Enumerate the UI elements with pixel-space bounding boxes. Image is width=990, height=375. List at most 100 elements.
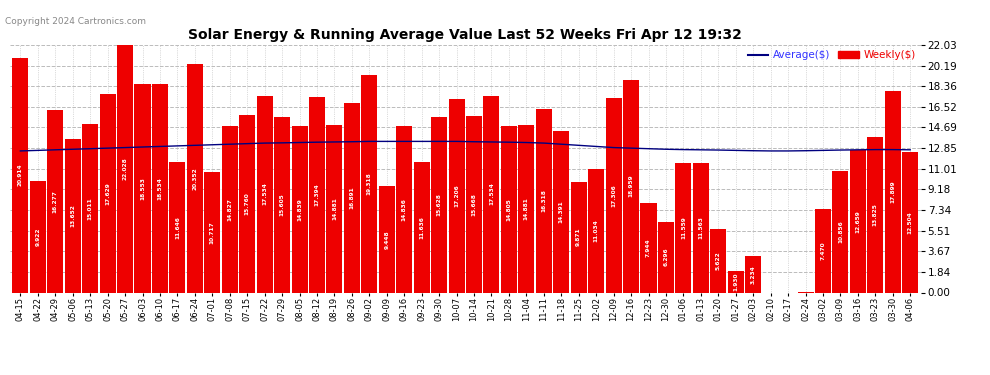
Text: 17.534: 17.534	[262, 183, 267, 206]
Text: 17.206: 17.206	[454, 184, 459, 207]
Bar	[815, 209, 831, 292]
Text: 16.891: 16.891	[349, 186, 354, 209]
Bar	[693, 163, 709, 292]
Bar	[536, 109, 551, 292]
Text: 14.836: 14.836	[402, 198, 407, 220]
Text: 14.391: 14.391	[558, 200, 563, 223]
Text: 7.470: 7.470	[821, 241, 826, 260]
Bar	[710, 230, 727, 292]
Bar	[885, 92, 901, 292]
Bar	[187, 64, 203, 292]
Bar	[623, 80, 640, 292]
Bar	[240, 116, 255, 292]
Bar	[256, 96, 272, 292]
Text: 12.504: 12.504	[908, 211, 913, 234]
Bar	[501, 126, 517, 292]
Text: 18.534: 18.534	[157, 177, 162, 200]
Bar	[849, 150, 866, 292]
Bar	[414, 162, 430, 292]
Bar	[169, 162, 185, 292]
Text: 14.805: 14.805	[507, 198, 512, 221]
Text: 15.668: 15.668	[471, 193, 476, 216]
Text: 14.881: 14.881	[332, 198, 337, 220]
Text: 11.034: 11.034	[594, 219, 599, 242]
Text: 17.306: 17.306	[611, 184, 616, 207]
Bar	[204, 172, 221, 292]
Text: 6.296: 6.296	[663, 248, 668, 267]
Bar	[291, 126, 308, 292]
Bar	[519, 125, 535, 292]
Bar	[867, 137, 883, 292]
Text: 14.839: 14.839	[297, 198, 302, 220]
Bar	[431, 117, 447, 292]
Text: 16.318: 16.318	[542, 189, 546, 212]
Text: 17.899: 17.899	[890, 181, 895, 203]
Bar	[658, 222, 674, 292]
Text: 17.394: 17.394	[315, 183, 320, 206]
Text: 18.553: 18.553	[140, 177, 145, 200]
Bar	[117, 45, 133, 292]
Bar	[728, 271, 743, 292]
Bar	[641, 203, 656, 292]
Bar	[151, 84, 168, 292]
Text: 15.760: 15.760	[245, 193, 249, 215]
Text: 11.559: 11.559	[681, 216, 686, 239]
Bar	[606, 98, 622, 292]
Bar	[448, 99, 464, 292]
Text: 14.827: 14.827	[228, 198, 233, 220]
Text: 20.352: 20.352	[192, 167, 197, 189]
Bar	[675, 163, 691, 292]
Bar	[12, 57, 29, 292]
Bar	[327, 125, 343, 292]
Bar	[588, 168, 604, 292]
Text: 7.944: 7.944	[646, 238, 651, 257]
Text: 16.277: 16.277	[52, 190, 57, 213]
Text: 12.659: 12.659	[855, 210, 860, 233]
Text: 17.534: 17.534	[489, 183, 494, 206]
Bar	[553, 131, 569, 292]
Text: 15.605: 15.605	[279, 194, 284, 216]
Bar	[30, 181, 46, 292]
Bar	[745, 256, 761, 292]
Bar	[344, 103, 360, 292]
Bar	[100, 94, 116, 292]
Bar	[902, 152, 919, 292]
Bar	[483, 96, 500, 292]
Text: 13.652: 13.652	[70, 204, 75, 227]
Text: 11.636: 11.636	[419, 216, 424, 238]
Text: 14.881: 14.881	[524, 198, 529, 220]
Bar	[379, 186, 395, 292]
Text: Copyright 2024 Cartronics.com: Copyright 2024 Cartronics.com	[5, 17, 146, 26]
Bar	[396, 126, 412, 292]
Bar	[135, 84, 150, 292]
Text: 5.622: 5.622	[716, 252, 721, 270]
Text: 11.563: 11.563	[698, 216, 703, 239]
Bar	[570, 182, 587, 292]
Text: 3.234: 3.234	[750, 265, 755, 284]
Text: 17.629: 17.629	[105, 182, 110, 205]
Text: 11.646: 11.646	[175, 216, 180, 238]
Text: 20.914: 20.914	[18, 164, 23, 186]
Text: 9.871: 9.871	[576, 228, 581, 246]
Text: 10.717: 10.717	[210, 221, 215, 244]
Text: 1.930: 1.930	[734, 272, 739, 291]
Text: 9.922: 9.922	[36, 228, 41, 246]
Bar	[48, 110, 63, 292]
Bar	[82, 124, 98, 292]
Bar	[222, 126, 238, 292]
Legend: Average($), Weekly($): Average($), Weekly($)	[747, 50, 916, 60]
Text: 19.318: 19.318	[367, 172, 372, 195]
Title: Solar Energy & Running Average Value Last 52 Weeks Fri Apr 12 19:32: Solar Energy & Running Average Value Las…	[188, 28, 743, 42]
Bar	[466, 117, 482, 292]
Text: 9.448: 9.448	[384, 230, 389, 249]
Bar	[833, 171, 848, 292]
Bar	[64, 139, 81, 292]
Bar	[274, 117, 290, 292]
Text: 22.028: 22.028	[123, 158, 128, 180]
Bar	[361, 75, 377, 292]
Bar	[309, 97, 325, 292]
Text: 15.011: 15.011	[88, 197, 93, 219]
Text: 10.856: 10.856	[838, 220, 842, 243]
Text: 15.628: 15.628	[437, 193, 442, 216]
Text: 18.959: 18.959	[629, 175, 634, 197]
